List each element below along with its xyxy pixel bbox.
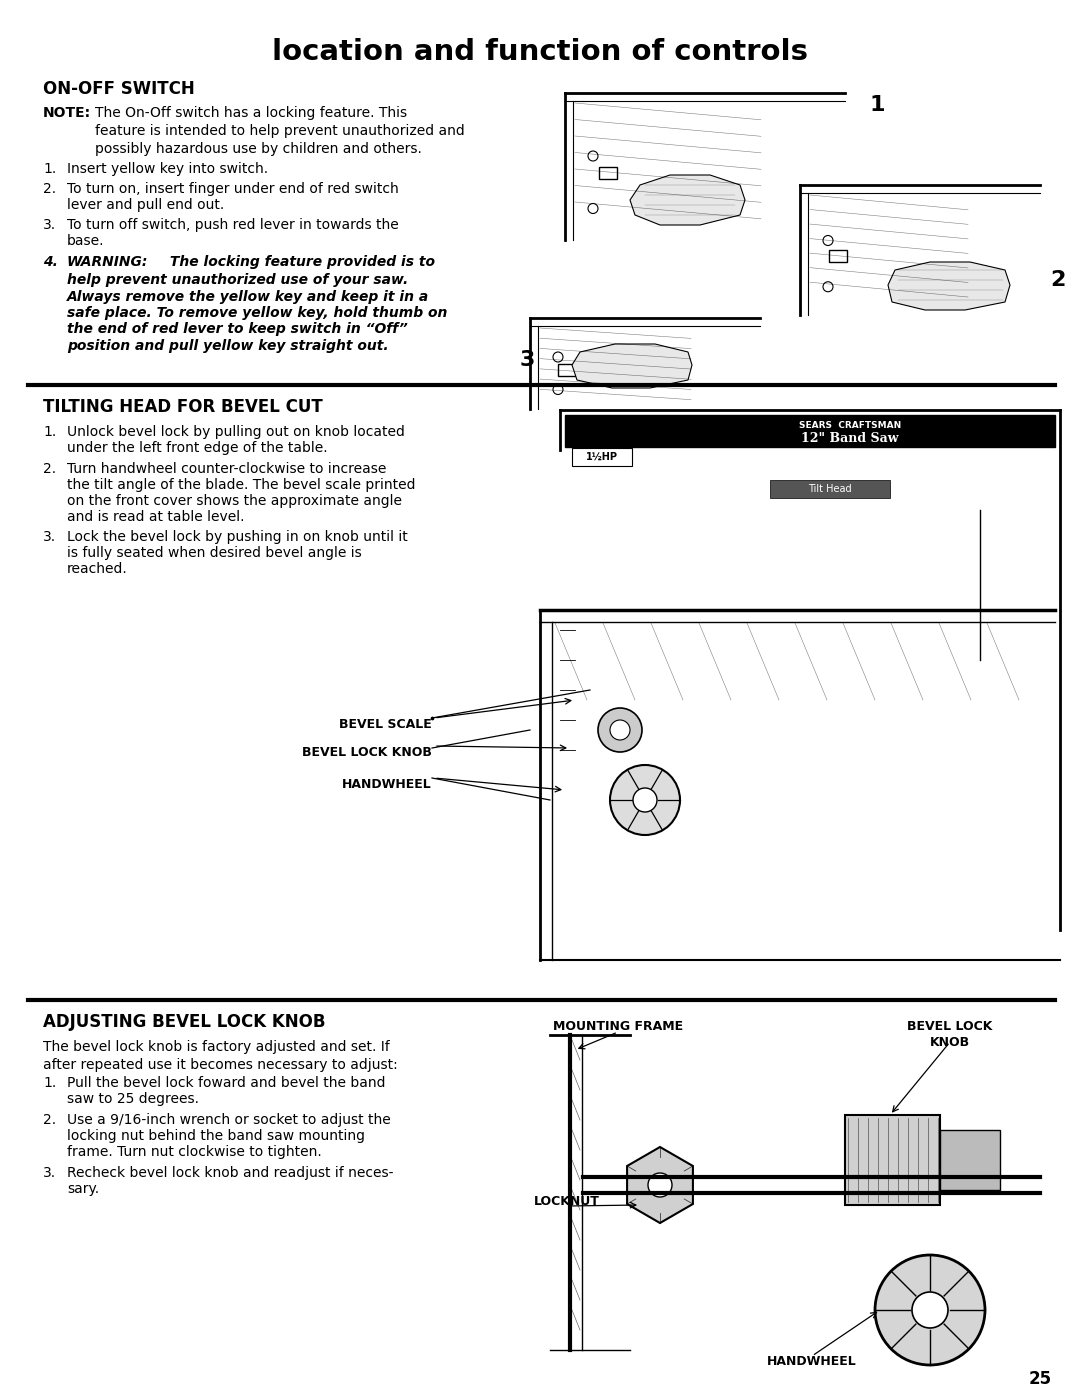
- Circle shape: [610, 765, 680, 835]
- Text: Turn handwheel counter-clockwise to increase: Turn handwheel counter-clockwise to incr…: [67, 462, 387, 476]
- Bar: [565, 416, 1055, 448]
- Text: position and pull yellow key straight out.: position and pull yellow key straight ou…: [67, 339, 389, 353]
- Text: WARNING:: WARNING:: [67, 255, 148, 269]
- Polygon shape: [630, 175, 745, 225]
- Text: 2.: 2.: [43, 1114, 56, 1128]
- Text: 2: 2: [1050, 270, 1065, 290]
- Text: ON-OFF SWITCH: ON-OFF SWITCH: [43, 80, 194, 98]
- Text: ADJUSTING BEVEL LOCK KNOB: ADJUSTING BEVEL LOCK KNOB: [43, 1013, 325, 1031]
- Bar: [572, 448, 632, 466]
- Text: BEVEL SCALE: BEVEL SCALE: [339, 718, 432, 732]
- Text: SEARS  CRAFTSMAN: SEARS CRAFTSMAN: [799, 421, 901, 431]
- Text: 1.: 1.: [43, 1076, 56, 1090]
- Circle shape: [875, 1255, 985, 1365]
- Text: The bevel lock knob is factory adjusted and set. If
after repeated use it become: The bevel lock knob is factory adjusted …: [43, 1039, 397, 1072]
- Bar: [598, 166, 617, 179]
- Polygon shape: [572, 344, 692, 388]
- Bar: [557, 364, 576, 375]
- Text: MOUNTING FRAME: MOUNTING FRAME: [553, 1020, 683, 1032]
- Text: 3.: 3.: [43, 218, 56, 232]
- Text: 12" Band Saw: 12" Band Saw: [801, 431, 899, 445]
- Text: Use a 9/16-inch wrench or socket to adjust the: Use a 9/16-inch wrench or socket to adju…: [67, 1114, 391, 1128]
- Text: The locking feature provided is to: The locking feature provided is to: [165, 255, 435, 269]
- Polygon shape: [888, 262, 1010, 311]
- Text: TILTING HEAD FOR BEVEL CUT: TILTING HEAD FOR BEVEL CUT: [43, 397, 323, 416]
- Text: frame. Turn nut clockwise to tighten.: frame. Turn nut clockwise to tighten.: [67, 1144, 322, 1158]
- Text: To turn on, insert finger under end of red switch: To turn on, insert finger under end of r…: [67, 182, 399, 196]
- Text: saw to 25 degrees.: saw to 25 degrees.: [67, 1093, 199, 1107]
- Text: 1½HP: 1½HP: [586, 452, 618, 462]
- Text: LOCKNUT: LOCKNUT: [535, 1195, 599, 1207]
- Text: 1.: 1.: [43, 162, 56, 176]
- Text: 3.: 3.: [43, 1165, 56, 1179]
- Text: locking nut behind the band saw mounting: locking nut behind the band saw mounting: [67, 1129, 365, 1143]
- Text: 25: 25: [1029, 1370, 1052, 1388]
- Text: location and function of controls: location and function of controls: [272, 38, 808, 66]
- Polygon shape: [627, 1147, 693, 1223]
- Bar: [940, 1130, 1000, 1191]
- Text: 2.: 2.: [43, 182, 56, 196]
- Bar: [845, 1115, 940, 1205]
- Text: HANDWHEEL: HANDWHEEL: [767, 1356, 856, 1368]
- Text: sary.: sary.: [67, 1182, 99, 1196]
- Text: Lock the bevel lock by pushing in on knob until it: Lock the bevel lock by pushing in on kno…: [67, 530, 408, 544]
- Text: on the front cover shows the approximate angle: on the front cover shows the approximate…: [67, 494, 402, 508]
- Circle shape: [598, 708, 642, 753]
- Text: under the left front edge of the table.: under the left front edge of the table.: [67, 441, 327, 455]
- Text: base.: base.: [67, 234, 105, 248]
- Text: The On-Off switch has a locking feature. This
feature is intended to help preven: The On-Off switch has a locking feature.…: [95, 106, 464, 155]
- Circle shape: [610, 720, 630, 740]
- Text: 1.: 1.: [43, 425, 56, 439]
- Text: Tilt Head: Tilt Head: [808, 484, 852, 494]
- Text: Unlock bevel lock by pulling out on knob located: Unlock bevel lock by pulling out on knob…: [67, 425, 405, 439]
- Circle shape: [633, 788, 657, 811]
- Bar: [828, 250, 847, 262]
- Text: Always remove the yellow key and keep it in a: Always remove the yellow key and keep it…: [67, 290, 429, 304]
- Text: Pull the bevel lock foward and bevel the band: Pull the bevel lock foward and bevel the…: [67, 1076, 386, 1090]
- Text: 4.: 4.: [43, 255, 58, 269]
- Text: the end of red lever to keep switch in “Off”: the end of red lever to keep switch in “…: [67, 323, 408, 337]
- Text: 2.: 2.: [43, 462, 56, 476]
- Circle shape: [912, 1293, 948, 1328]
- Text: help prevent unauthorized use of your saw.: help prevent unauthorized use of your sa…: [67, 273, 408, 287]
- Text: is fully seated when desired bevel angle is: is fully seated when desired bevel angle…: [67, 546, 362, 560]
- Circle shape: [648, 1172, 672, 1198]
- Text: safe place. To remove yellow key, hold thumb on: safe place. To remove yellow key, hold t…: [67, 306, 447, 320]
- Text: reached.: reached.: [67, 562, 127, 576]
- Text: 3.: 3.: [43, 530, 56, 544]
- Text: HANDWHEEL: HANDWHEEL: [342, 778, 432, 790]
- Text: BEVEL LOCK
KNOB: BEVEL LOCK KNOB: [907, 1020, 993, 1049]
- Text: and is read at table level.: and is read at table level.: [67, 511, 244, 525]
- Text: To turn off switch, push red lever in towards the: To turn off switch, push red lever in to…: [67, 218, 399, 232]
- Text: 3: 3: [519, 350, 536, 369]
- Bar: [770, 480, 890, 498]
- Text: lever and pull end out.: lever and pull end out.: [67, 199, 225, 213]
- Text: Insert yellow key into switch.: Insert yellow key into switch.: [67, 162, 268, 176]
- Text: NOTE:: NOTE:: [43, 106, 91, 120]
- Text: Recheck bevel lock knob and readjust if neces-: Recheck bevel lock knob and readjust if …: [67, 1165, 393, 1179]
- Text: 1: 1: [870, 95, 886, 115]
- Text: BEVEL LOCK KNOB: BEVEL LOCK KNOB: [302, 746, 432, 760]
- Text: the tilt angle of the blade. The bevel scale printed: the tilt angle of the blade. The bevel s…: [67, 478, 416, 492]
